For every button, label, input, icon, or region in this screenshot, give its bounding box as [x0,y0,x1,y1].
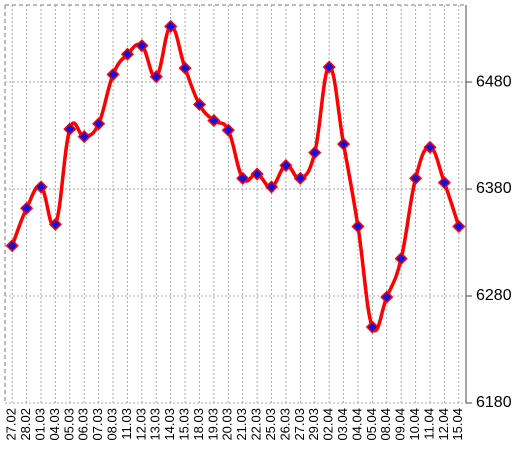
line [10,24,461,333]
x-tick-label: 09.04 [393,408,408,441]
marker [149,70,163,84]
y-tick-label: 6380 [476,180,512,197]
x-tick-label: 21.03 [234,408,249,441]
marker [92,117,106,131]
y-tick-label: 6280 [476,287,512,304]
x-tick-label: 02.04 [321,408,336,441]
marker [77,130,91,144]
x-tick-label: 03.04 [335,408,350,441]
marker [164,19,178,33]
y-tick-label: 6180 [476,394,512,411]
x-tick-label: 07.03 [90,408,105,441]
marker [192,97,207,112]
marker [221,123,235,137]
marker [409,171,423,185]
marker [322,60,336,74]
x-tick-label: 11.03 [119,408,134,440]
marker [264,180,279,194]
x-tick-label: 06.03 [76,408,91,441]
marker [423,140,437,154]
marker [308,146,322,160]
marker [48,217,62,231]
marker [380,290,394,304]
marker [135,39,149,53]
x-tick-label: 08.03 [104,408,119,441]
x-tick-label: 01.03 [32,408,47,441]
x-tick-label: 19.03 [205,408,220,441]
x-tick-label: 13.03 [148,408,163,441]
x-tick-label: 28.02 [18,408,33,441]
marker [437,176,451,190]
marker [178,61,192,75]
x-tick-label: 15.04 [450,408,465,441]
marker [365,320,379,334]
x-tick-label: 05.04 [364,408,379,441]
marker [120,47,135,61]
marker [452,219,466,234]
x-tick-label: 04.04 [349,408,364,441]
x-tick-label: 14.03 [162,408,177,441]
x-tick-label: 27.02 [4,408,19,441]
marker [279,158,293,173]
marker [250,167,264,181]
marker [106,67,120,82]
x-tick-label: 04.03 [47,408,62,441]
x-tick-label: 12.04 [436,408,451,441]
x-tick-label: 29.03 [306,408,321,441]
marker [20,201,34,215]
x-tick-label: 25.03 [263,408,278,441]
marker [34,180,48,194]
x-tick-label: 20.03 [220,408,235,441]
x-tick-label: 12.03 [133,408,148,441]
x-tick-label: 05.03 [61,408,76,441]
marker [236,171,250,185]
marker [63,122,77,136]
x-tick-label: 18.03 [191,408,206,441]
x-tick-label: 08.04 [378,408,393,441]
marker [207,113,221,128]
y-tick-label: 6480 [476,73,512,90]
x-tick-label: 26.03 [277,408,292,441]
marker [336,137,351,151]
x-tick-label: 11.04 [421,408,436,440]
x-tick-label: 10.04 [407,408,422,441]
marker [351,219,365,234]
x-tick-label: 22.03 [249,408,264,441]
marker [293,171,307,185]
marker [5,239,19,253]
x-tick-label: 15.03 [177,408,192,441]
x-tick-label: 27.03 [292,408,307,441]
marker [394,252,408,266]
